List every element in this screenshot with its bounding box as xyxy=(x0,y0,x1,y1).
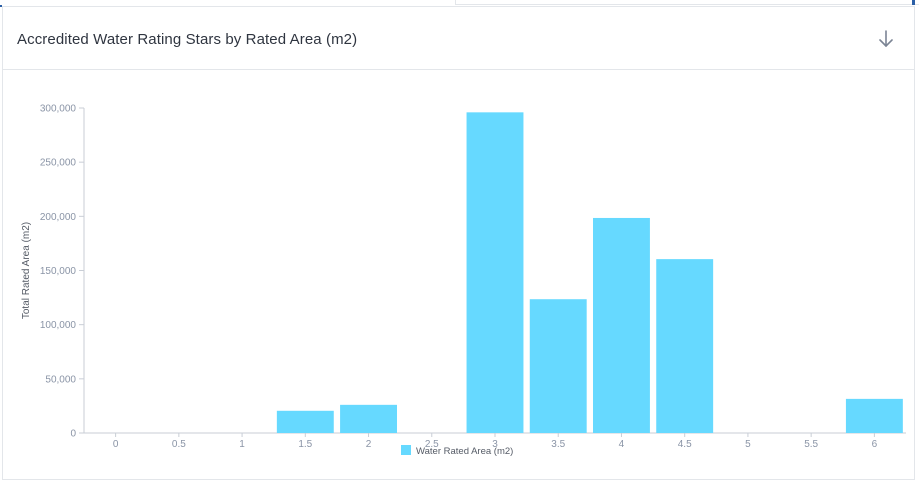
adjacent-panel-edge xyxy=(455,0,919,5)
arrow-down-icon xyxy=(879,30,893,47)
y-tick-label: 100,000 xyxy=(40,320,77,331)
x-tick-label: 1 xyxy=(239,439,245,450)
y-tick-label: 250,000 xyxy=(40,158,77,169)
bar xyxy=(529,299,587,433)
card-header: Accredited Water Rating Stars by Rated A… xyxy=(3,7,914,70)
x-tick-label: 5.5 xyxy=(804,439,818,450)
x-tick-label: 2 xyxy=(366,439,372,450)
x-tick-label: 4 xyxy=(619,439,625,450)
card-title: Accredited Water Rating Stars by Rated A… xyxy=(17,31,358,48)
panel-accent-mark xyxy=(912,0,915,5)
legend-swatch xyxy=(401,445,411,455)
x-tick-label: 0.5 xyxy=(172,439,186,450)
x-tick-label: 1.5 xyxy=(298,439,312,450)
download-button[interactable] xyxy=(876,29,896,49)
x-tick-label: 6 xyxy=(872,439,878,450)
chart-card: Accredited Water Rating Stars by Rated A… xyxy=(2,6,915,480)
x-tick-label: 3 xyxy=(492,439,498,450)
bar xyxy=(466,112,524,434)
x-tick-label: 5 xyxy=(745,439,751,450)
y-tick-label: 300,000 xyxy=(40,104,77,115)
bar xyxy=(340,404,397,433)
bar xyxy=(276,410,334,433)
x-tick-label: 2.5 xyxy=(425,439,439,450)
x-tick-label: 0 xyxy=(113,439,119,450)
chart-area: 0 50,000 100,000 150,000 200,000 250,000 300,0… xyxy=(3,70,916,479)
bar xyxy=(656,259,714,433)
x-tick-label: 3.5 xyxy=(551,439,565,450)
x-tick-label: 4.5 xyxy=(678,439,692,450)
bar-chart: 0 50,000 100,000 150,000 200,000 250,000 300,0… xyxy=(21,104,906,457)
y-tick-label: 150,000 xyxy=(40,266,77,277)
y-tick-label: 200,000 xyxy=(40,212,77,223)
bar xyxy=(845,398,903,433)
y-tick-label: 0 xyxy=(70,429,76,440)
y-tick-label: 50,000 xyxy=(45,374,76,385)
bar xyxy=(593,217,650,433)
legend-label: Water Rated Area (m2) xyxy=(416,446,513,457)
panel-corner-mark xyxy=(0,5,2,7)
y-axis-title: Total Rated Area (m2) xyxy=(21,222,32,319)
